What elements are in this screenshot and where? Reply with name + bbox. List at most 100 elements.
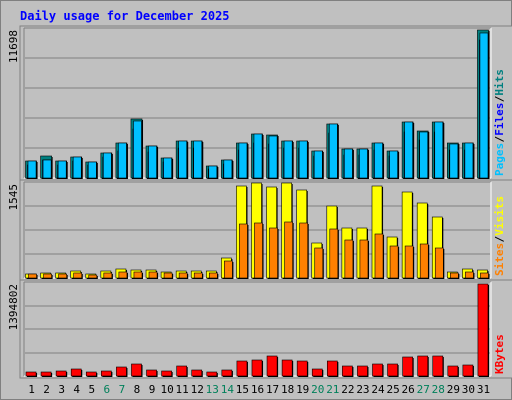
chart-title: Daily usage for December 2025 bbox=[20, 9, 230, 23]
kbytes-bar bbox=[432, 355, 444, 377]
kbytes-bar bbox=[146, 369, 157, 377]
x-tick-label: 20 bbox=[311, 383, 324, 396]
sites-bar bbox=[419, 243, 429, 279]
kbytes-bar bbox=[372, 363, 383, 377]
kbytes-bar bbox=[101, 370, 112, 377]
sites-bar bbox=[480, 272, 489, 279]
sites-bar bbox=[374, 233, 384, 279]
x-tick-label: 25 bbox=[386, 383, 399, 396]
kbytes-bar bbox=[131, 363, 142, 377]
pages-bar bbox=[313, 150, 323, 179]
kbytes-bar bbox=[462, 364, 474, 377]
pages-bar bbox=[253, 133, 263, 179]
pages-bar bbox=[163, 157, 172, 179]
kbytes-bar bbox=[116, 366, 127, 377]
kbytes-bar bbox=[447, 365, 459, 377]
kbytes-bar bbox=[296, 360, 308, 377]
x-tick-label: 22 bbox=[341, 383, 354, 396]
sites-bar bbox=[269, 227, 278, 279]
pages-bar bbox=[268, 135, 278, 179]
bottom-panel-legend-kbytes: KBytes bbox=[493, 334, 506, 374]
pages-bar bbox=[238, 142, 248, 179]
sites-bar bbox=[359, 239, 369, 279]
sites-bar bbox=[43, 273, 52, 279]
middle-panel-legend-separator: / bbox=[493, 236, 506, 243]
x-tick-label: 13 bbox=[206, 383, 219, 396]
sites-bar bbox=[178, 272, 188, 279]
sites-bar bbox=[28, 273, 37, 279]
pages-bar bbox=[72, 156, 82, 179]
top-panel-legend-separator: / bbox=[493, 95, 506, 102]
pages-bar bbox=[42, 159, 52, 179]
x-tick-label: 21 bbox=[326, 383, 339, 396]
sites-bar bbox=[73, 272, 83, 279]
kbytes-bar bbox=[176, 365, 188, 377]
pages-bar bbox=[148, 145, 157, 179]
pages-bar bbox=[404, 121, 413, 179]
sites-bar bbox=[344, 239, 354, 279]
kbytes-bar bbox=[402, 356, 413, 377]
pages-bar bbox=[118, 142, 127, 179]
pages-bar bbox=[133, 120, 142, 179]
kbytes-bar bbox=[70, 368, 82, 377]
pages-bar bbox=[389, 150, 398, 179]
sites-bar bbox=[450, 272, 459, 279]
kbytes-bar bbox=[417, 355, 429, 377]
pages-bar bbox=[103, 152, 112, 179]
x-tick-label: 15 bbox=[236, 383, 249, 396]
pages-bar bbox=[193, 140, 203, 179]
kbytes-bar bbox=[477, 283, 489, 377]
x-tick-label: 31 bbox=[477, 383, 490, 396]
kbytes-bar bbox=[25, 371, 37, 377]
sites-bar bbox=[465, 271, 474, 279]
pages-bar bbox=[359, 148, 368, 179]
x-tick-label: 10 bbox=[160, 383, 173, 396]
x-tick-label: 9 bbox=[149, 383, 156, 396]
pages-bar bbox=[344, 148, 353, 179]
pages-bar bbox=[87, 161, 97, 179]
kbytes-bar bbox=[357, 365, 368, 377]
x-tick-label: 19 bbox=[296, 383, 309, 396]
sites-bar bbox=[314, 247, 324, 279]
pages-bar bbox=[328, 123, 338, 179]
sites-bar bbox=[299, 222, 309, 279]
kbytes-bar bbox=[206, 371, 218, 377]
top-panel-legend-files: Files bbox=[493, 103, 506, 136]
pages-bar bbox=[57, 160, 67, 179]
top-panel-legend-separator: / bbox=[493, 136, 506, 143]
x-tick-label: 1 bbox=[28, 383, 35, 396]
sites-bar bbox=[404, 245, 414, 279]
bottom-panel-ymax-label: 1394802 bbox=[7, 284, 20, 330]
middle-panel-legend-sites: Sites bbox=[493, 243, 506, 276]
pages-bar bbox=[464, 142, 474, 179]
sites-bar bbox=[163, 272, 173, 279]
sites-bar bbox=[58, 273, 67, 279]
pages-bar bbox=[283, 140, 293, 179]
sites-bar bbox=[103, 272, 113, 279]
sites-bar bbox=[434, 247, 444, 279]
pages-bar bbox=[374, 142, 383, 179]
kbytes-bar bbox=[342, 365, 353, 377]
x-tick-label: 8 bbox=[134, 383, 141, 396]
sites-bar bbox=[239, 223, 248, 279]
sites-bar bbox=[284, 221, 293, 279]
x-tick-label: 27 bbox=[417, 383, 430, 396]
middle-panel-legend-visits: Visits bbox=[493, 196, 506, 236]
kbytes-bar bbox=[311, 368, 323, 377]
x-tick-label: 26 bbox=[402, 383, 415, 396]
sites-bar bbox=[88, 274, 98, 279]
kbytes-bar bbox=[55, 370, 67, 377]
pages-bar bbox=[178, 140, 188, 179]
sites-bar bbox=[208, 272, 218, 279]
chart-panels: 11698Pages/Files/Hits1545Sites/Visits139… bbox=[7, 25, 512, 396]
x-tick-label: 5 bbox=[88, 383, 95, 396]
sites-bar bbox=[148, 271, 158, 279]
top-panel-ymax-label: 11698 bbox=[7, 30, 20, 63]
x-tick-label: 7 bbox=[119, 383, 126, 396]
pages-bar bbox=[298, 140, 308, 179]
x-tick-label: 14 bbox=[221, 383, 235, 396]
x-tick-label: 4 bbox=[73, 383, 80, 396]
sites-bar bbox=[118, 271, 128, 279]
sites-bar bbox=[389, 245, 399, 279]
